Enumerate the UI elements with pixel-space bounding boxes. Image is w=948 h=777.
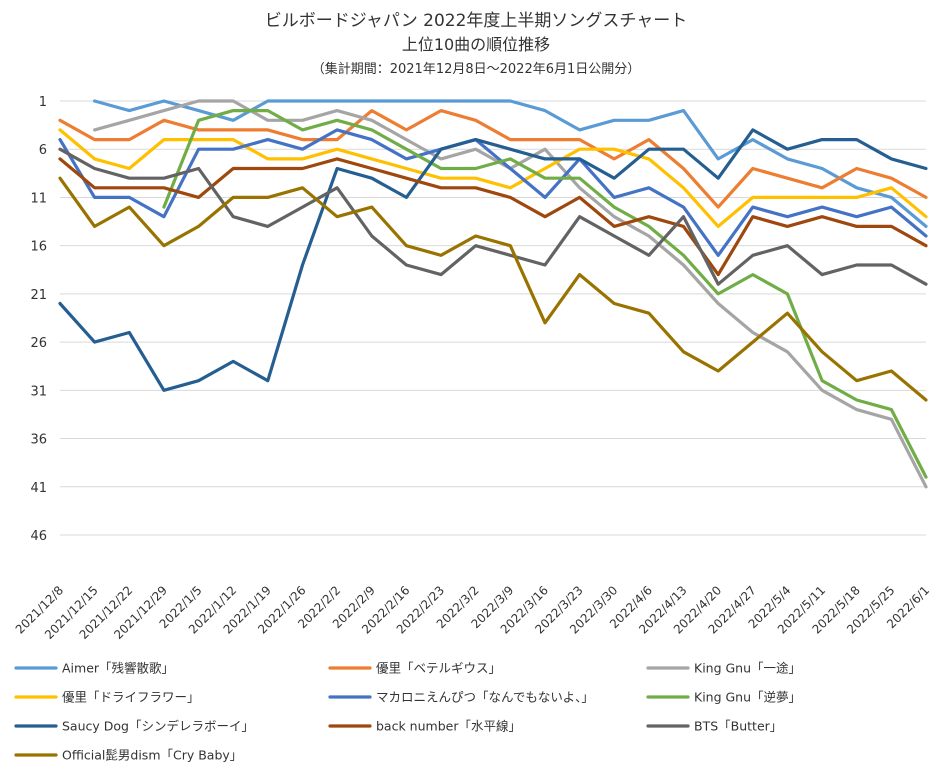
y-tick-label: 21 (30, 288, 47, 303)
series-line-7 (58, 128, 928, 392)
series-line-10 (58, 176, 928, 402)
y-tick-label: 36 (30, 433, 47, 448)
series-line-4 (58, 128, 928, 228)
legend-label: Official髭男dism「Cry Baby」 (62, 748, 242, 763)
legend-label: Aimer「残響散歌」 (62, 661, 174, 676)
legend-label: 優里「ドライフラワー」 (62, 690, 200, 705)
legend-label: BTS「Butter」 (694, 719, 782, 734)
legend-label: back number「水平線」 (376, 719, 521, 734)
y-tick-label: 1 (39, 95, 47, 110)
series-line-2 (58, 109, 928, 209)
series-line-9 (58, 147, 928, 286)
y-tick-label: 41 (30, 481, 47, 496)
series-line-1 (93, 99, 928, 228)
legend-label: King Gnu「一途」 (694, 661, 801, 676)
series-line-6 (162, 109, 928, 479)
chart-title: ビルボードジャパン 2022年度上半期ソングスチャート (265, 11, 688, 31)
series-lines (58, 99, 928, 489)
chart-subtitle: 上位10曲の順位推移 (402, 35, 550, 54)
series-line-5 (58, 128, 928, 257)
series-line-8 (58, 157, 928, 277)
legend: Aimer「残響散歌」 優里「ベテルギウス」 King Gnu「一途」優里「ドライフ… (14, 661, 801, 763)
legend-label: 優里「ベテルギウス」 (376, 661, 501, 676)
y-tick-label: 26 (30, 336, 47, 351)
y-tick-label: 6 (39, 143, 47, 158)
y-tick-label: 11 (30, 191, 47, 206)
x-axis-ticks: 2021/12/82021/12/152021/12/222021/12/292… (13, 583, 932, 642)
legend-label: Saucy Dog「シンデレラボーイ」 (62, 719, 254, 734)
y-tick-label: 46 (30, 529, 47, 544)
chart-note: （集計期間：2021年12月8日～2022年6月1日公開分） (312, 61, 641, 77)
y-tick-label: 31 (30, 384, 47, 399)
y-tick-label: 16 (30, 240, 47, 255)
legend-label: マカロニえんぴつ「なんでもないよ、」 (376, 690, 594, 705)
legend-label: King Gnu「逆夢」 (694, 690, 801, 705)
